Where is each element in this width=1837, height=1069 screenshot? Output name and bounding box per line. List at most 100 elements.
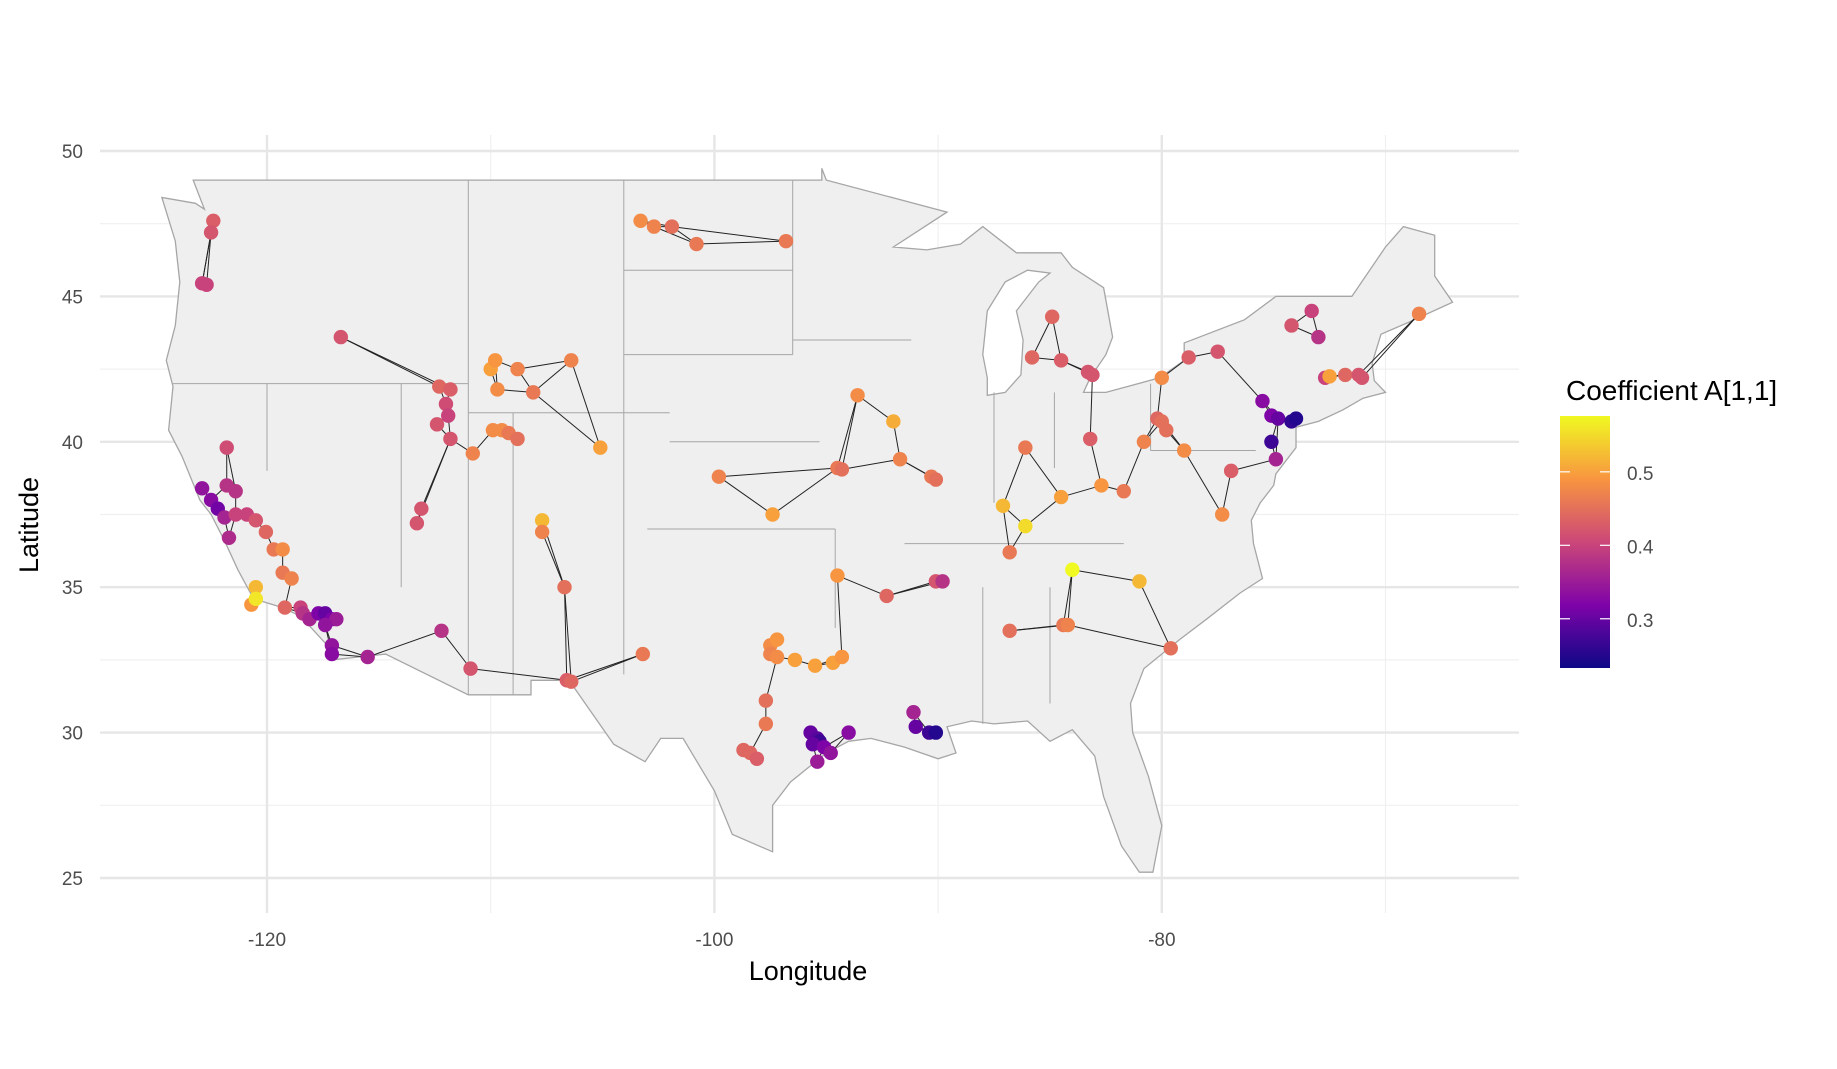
network-edge — [836, 575, 843, 658]
station-point — [438, 396, 454, 412]
station-point — [217, 510, 232, 525]
station-point — [465, 446, 481, 461]
station-point — [1304, 303, 1319, 319]
station-point — [850, 388, 865, 403]
station-point — [409, 516, 425, 531]
station-point — [277, 600, 293, 615]
network-edge — [532, 391, 601, 449]
station-point — [633, 213, 648, 228]
station-point — [879, 588, 894, 604]
station-point — [219, 440, 234, 455]
station-point — [892, 452, 908, 467]
network-edge — [564, 587, 572, 682]
network-edge — [1067, 624, 1171, 649]
x-tick-label: -80 — [1148, 930, 1175, 951]
station-point — [1338, 367, 1353, 383]
network-edge — [541, 531, 565, 588]
lake-michigan — [982, 269, 1052, 397]
station-point — [1354, 370, 1370, 386]
x-axis-title: Longitude — [749, 956, 868, 986]
station-point — [248, 580, 264, 595]
station-point — [995, 498, 1011, 513]
station-point — [689, 236, 704, 252]
station-point — [275, 542, 290, 557]
station-point — [908, 719, 923, 734]
station-point — [834, 649, 850, 665]
station-point — [194, 481, 210, 496]
station-point — [711, 469, 727, 484]
network-edge — [1024, 447, 1062, 498]
y-tick-label: 30 — [62, 724, 83, 745]
station-point — [1024, 350, 1040, 365]
us-map — [160, 168, 1454, 873]
network-edge — [1002, 447, 1026, 506]
station-point — [1002, 545, 1017, 560]
station-point — [841, 725, 856, 740]
x-tick-label: -120 — [248, 930, 286, 951]
network-edge — [420, 438, 451, 509]
station-point — [564, 353, 579, 368]
station-point — [443, 431, 458, 447]
station-point — [258, 524, 274, 540]
station-point — [221, 530, 237, 545]
station-point — [664, 219, 680, 234]
color-legend: Coefficient A[1,1] 0.3 0.4 0.5 — [1560, 375, 1777, 668]
station-point — [284, 571, 299, 586]
station-point — [194, 276, 210, 291]
station-point — [463, 661, 478, 676]
station-point — [886, 414, 901, 429]
station-point — [414, 501, 429, 516]
network-edge — [837, 575, 887, 597]
station-point — [1264, 434, 1279, 449]
network-edge — [1221, 470, 1232, 515]
station-point — [1094, 478, 1109, 493]
network-edge — [1358, 313, 1420, 376]
network-edge — [1031, 316, 1053, 358]
x-tick-label: -100 — [695, 930, 733, 951]
station-point — [1255, 393, 1270, 409]
network-edge — [1361, 313, 1420, 379]
station-point — [1116, 484, 1131, 499]
station-point — [769, 649, 785, 665]
station-point — [1163, 641, 1178, 656]
station-point — [928, 472, 944, 487]
network-edge — [1089, 374, 1093, 439]
station-point — [635, 646, 651, 662]
y-axis-ticks: 25 30 35 40 45 50 — [62, 142, 83, 890]
network-edge — [841, 395, 859, 470]
network-edge — [1123, 441, 1145, 492]
station-point — [1284, 318, 1299, 333]
legend-title: Coefficient A[1,1] — [1566, 375, 1777, 406]
network-edge — [836, 395, 859, 469]
station-point — [557, 580, 572, 595]
station-point — [935, 574, 950, 589]
network-edge — [570, 360, 601, 448]
station-point — [440, 408, 456, 423]
station-point — [206, 213, 221, 228]
network-edge — [201, 232, 212, 284]
legend-tick-label: 0.3 — [1627, 611, 1653, 632]
station-point — [1053, 353, 1069, 368]
network-edge — [566, 653, 643, 681]
station-point — [778, 233, 794, 249]
network-edge — [1062, 569, 1073, 626]
station-point — [807, 658, 823, 673]
network-edge — [1231, 458, 1277, 472]
network-edge — [1051, 316, 1062, 361]
network-edge — [1072, 569, 1140, 582]
station-point — [1154, 370, 1170, 386]
network-edge — [718, 476, 773, 515]
network-edge — [1089, 438, 1102, 486]
station-point — [823, 745, 838, 761]
y-tick-label: 35 — [62, 578, 83, 599]
y-tick-label: 25 — [62, 869, 83, 890]
network-edge — [653, 226, 697, 245]
station-point — [329, 611, 344, 627]
station-point — [758, 716, 774, 732]
y-tick-label: 50 — [62, 142, 83, 163]
network-edge — [1138, 581, 1172, 649]
station-point — [1018, 440, 1033, 455]
station-point — [1053, 489, 1069, 505]
network-edge — [1067, 569, 1073, 626]
